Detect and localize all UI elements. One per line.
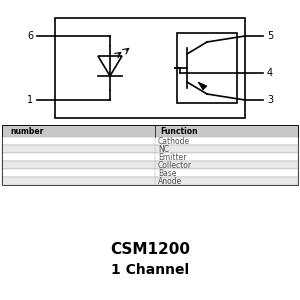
- Text: Base: Base: [158, 169, 176, 178]
- Bar: [55, 18, 245, 118]
- Text: 1: 1: [27, 95, 33, 105]
- Text: 6: 6: [27, 31, 33, 41]
- Bar: [2, 125, 298, 185]
- Bar: [2, 177, 298, 185]
- Text: 3: 3: [267, 95, 273, 105]
- Text: Collector: Collector: [158, 160, 192, 169]
- Text: 5: 5: [267, 31, 273, 41]
- Text: NC: NC: [158, 145, 169, 154]
- Bar: [2, 153, 298, 161]
- Text: Emitter: Emitter: [158, 152, 187, 161]
- Bar: [2, 125, 298, 137]
- Text: Function: Function: [160, 127, 198, 136]
- Text: CSM1200: CSM1200: [110, 242, 190, 257]
- Text: 4: 4: [267, 68, 273, 78]
- Bar: [2, 145, 298, 153]
- Text: Anode: Anode: [158, 176, 182, 185]
- Bar: [177, 33, 237, 103]
- Bar: [2, 169, 298, 177]
- Text: number: number: [10, 127, 43, 136]
- Polygon shape: [198, 82, 207, 90]
- Bar: [2, 137, 298, 145]
- Bar: [2, 161, 298, 169]
- Text: 1 Channel: 1 Channel: [111, 263, 189, 277]
- Text: Cathode: Cathode: [158, 136, 190, 146]
